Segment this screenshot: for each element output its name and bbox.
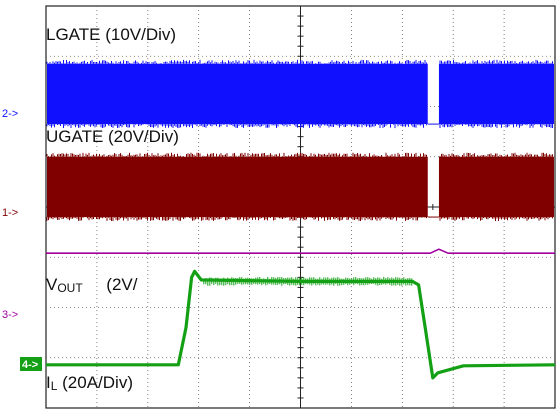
traces xyxy=(46,59,556,380)
il-label: IL (20A/Div) xyxy=(46,373,133,393)
marker-text: 2-> xyxy=(2,108,18,120)
marker-text: 4-> xyxy=(22,359,38,371)
trace-ugate-band xyxy=(438,156,554,218)
ugate-label: UGATE (20V/Div) xyxy=(46,127,179,146)
lgate-label: LGATE (10V/Div) xyxy=(46,25,176,44)
marker-text: 3-> xyxy=(2,309,18,321)
vout-label: VOUT (2V/ xyxy=(46,275,138,295)
marker-badge xyxy=(20,357,42,371)
channel-marker-lgate: 2-> xyxy=(2,108,18,120)
vout-label-sub: OUT xyxy=(57,281,83,295)
vout-label-tail: (2V/ xyxy=(83,275,138,294)
trace-lgate-band xyxy=(47,63,428,125)
il-label-main: I xyxy=(46,373,51,392)
channel-marker-ugate: 1-> xyxy=(2,207,18,219)
channel-marker-vout: 3-> xyxy=(2,309,18,321)
il-label-sub: L xyxy=(51,379,58,393)
trace-ugate-edges xyxy=(46,152,553,221)
il-label-tail: (20A/Div) xyxy=(57,373,133,392)
trace-vout xyxy=(46,248,555,254)
trace-lgate-band xyxy=(438,63,554,125)
trace-il xyxy=(46,269,556,380)
trace-lgate-edges xyxy=(46,59,553,129)
trace-il-ripple xyxy=(203,276,413,286)
marker-text: 1-> xyxy=(2,207,18,219)
vout-label-main: V xyxy=(46,275,58,294)
trace-ugate-band xyxy=(47,156,428,218)
channel-marker-il: 4-> xyxy=(20,357,42,371)
